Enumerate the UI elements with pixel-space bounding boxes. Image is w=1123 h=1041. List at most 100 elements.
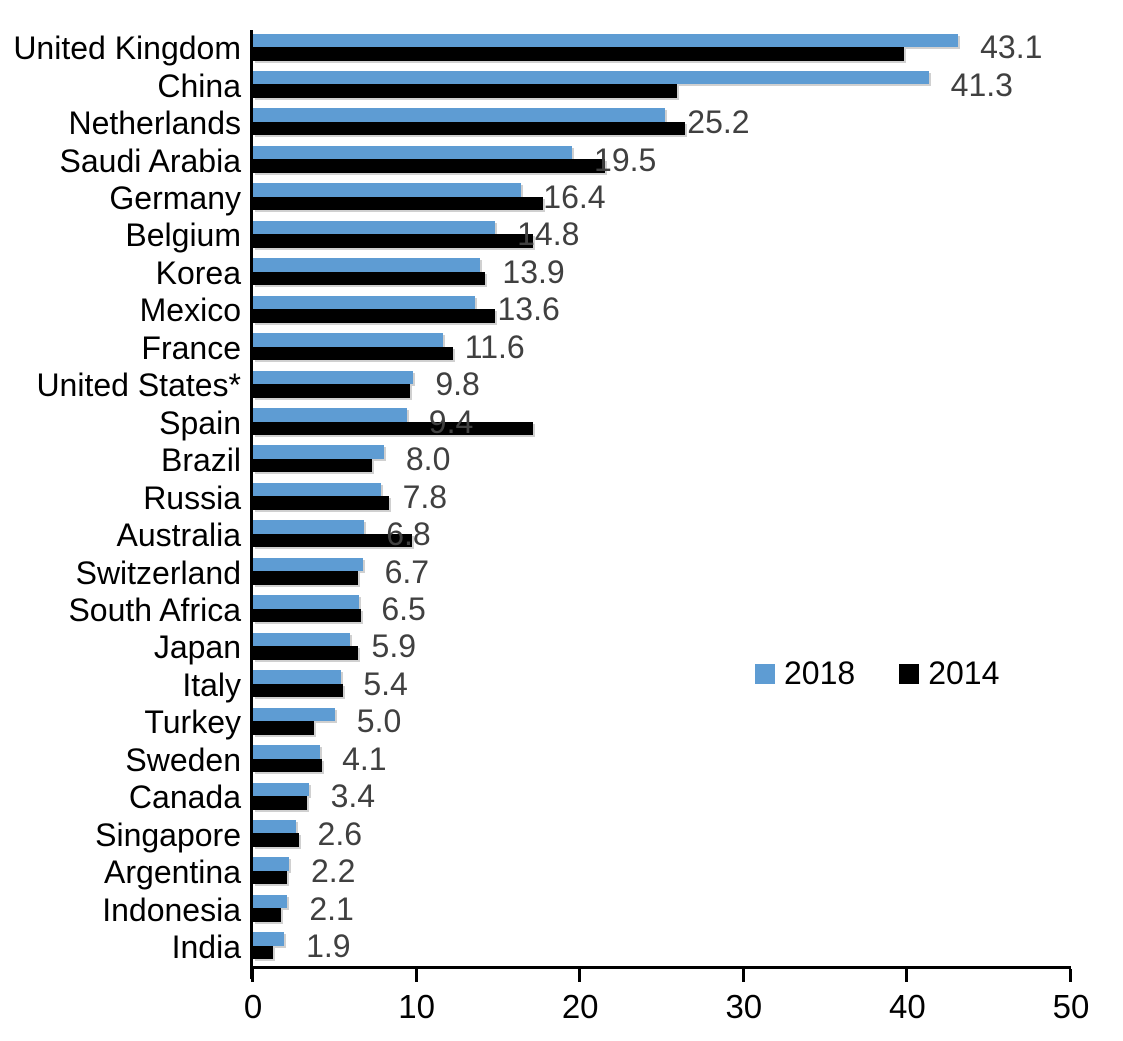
bar-2018	[253, 70, 929, 85]
legend-item-2018: 2018	[755, 655, 855, 692]
category-label: Switzerland	[75, 554, 241, 591]
bar-2018	[253, 183, 522, 197]
x-axis-tick-label: 0	[243, 988, 263, 1025]
category-label: Germany	[109, 180, 241, 217]
x-axis-tick-label: 20	[561, 988, 599, 1025]
value-label: 3.4	[330, 778, 376, 815]
bar-2014	[253, 908, 281, 922]
value-label: 11.6	[464, 328, 525, 365]
category-label: Turkey	[144, 704, 241, 741]
legend-label: 2018	[784, 655, 856, 691]
x-axis-tick	[905, 969, 909, 982]
bar-2018	[253, 370, 414, 385]
bar-2018	[253, 482, 381, 497]
bar-2018	[253, 108, 666, 122]
x-axis-tick-label: 30	[725, 988, 763, 1025]
bar-2014	[253, 309, 496, 323]
bar-2018	[253, 145, 573, 160]
x-axis-tick	[578, 969, 582, 982]
bar-2014	[253, 84, 677, 98]
category-label: South Africa	[68, 591, 241, 628]
value-label: 8.0	[405, 441, 451, 478]
bar-2014	[253, 234, 533, 248]
category-label: Argentina	[104, 854, 241, 891]
category-label: Canada	[128, 779, 241, 816]
bar-2018	[253, 295, 476, 310]
bar-2014	[253, 533, 412, 548]
bar-2014	[253, 796, 307, 810]
x-axis-tick	[251, 969, 254, 982]
category-label: Belgium	[125, 217, 241, 254]
bar-2014	[253, 833, 299, 847]
bar-2018	[253, 258, 481, 272]
category-label: Spain	[159, 404, 241, 441]
bar-2018	[253, 745, 321, 759]
value-label: 25.2	[687, 104, 750, 141]
category-label: Singapore	[95, 816, 241, 853]
x-axis-tick	[414, 969, 418, 982]
value-label: 14.8	[517, 216, 580, 253]
bar-2014	[253, 271, 486, 286]
bar-2014	[253, 121, 685, 136]
value-label: 5.9	[371, 628, 416, 665]
bar-2018	[253, 932, 285, 946]
bar-2014	[253, 384, 411, 398]
category-label: Australia	[116, 517, 242, 554]
value-label: 6.8	[386, 516, 431, 553]
bar-2014	[253, 159, 605, 173]
legend-label: 2014	[928, 655, 1000, 691]
bar-2018	[253, 333, 443, 347]
category-label: Netherlands	[68, 105, 241, 142]
bar-2018	[253, 557, 363, 572]
category-label: India	[171, 929, 241, 966]
category-label: Brazil	[160, 442, 241, 479]
bar-2014	[253, 683, 343, 698]
value-label: 7.8	[402, 478, 448, 515]
category-label: Saudi Arabia	[59, 142, 241, 179]
value-label: 16.4	[543, 179, 606, 216]
x-axis-tick-label: 50	[1052, 988, 1090, 1025]
bar-2018	[253, 408, 407, 422]
bar-2018	[253, 670, 342, 684]
value-label: 5.0	[356, 703, 402, 740]
value-label: 13.9	[502, 253, 565, 290]
x-axis-tick	[1069, 969, 1072, 982]
value-label: 1.9	[306, 928, 351, 965]
category-label: Sweden	[125, 741, 241, 778]
bar-2018	[253, 857, 289, 871]
category-label: China	[157, 67, 241, 104]
bar-2018	[253, 520, 365, 534]
category-label: France	[141, 329, 241, 366]
bar-2014	[253, 346, 453, 361]
value-label: 5.4	[363, 665, 408, 702]
value-label: 6.5	[381, 590, 426, 627]
value-label: 2.2	[310, 853, 356, 890]
bar-2014	[253, 608, 361, 623]
bar-2018	[253, 445, 384, 459]
category-label: Japan	[153, 629, 241, 666]
bar-2018	[253, 707, 335, 722]
value-label: 9.4	[428, 403, 474, 440]
y-axis-line	[250, 30, 253, 979]
bar-2014	[253, 758, 322, 773]
value-label: 19.5	[594, 141, 657, 178]
x-axis-tick-label: 40	[889, 988, 926, 1025]
legend-item-2014: 2014	[899, 655, 999, 692]
x-axis-tick	[741, 969, 745, 982]
x-axis-tick-label: 10	[398, 988, 435, 1025]
value-label: 43.1	[980, 29, 1043, 66]
category-label: United States*	[36, 367, 241, 404]
value-label: 2.6	[317, 815, 363, 852]
bar-2018	[253, 632, 350, 647]
bar-2018	[253, 595, 360, 609]
bar-2014	[253, 47, 905, 61]
bar-2014	[253, 196, 543, 211]
bar-2018	[253, 33, 959, 47]
category-label: United Kingdom	[13, 30, 241, 67]
bar-2018	[253, 220, 496, 235]
bar-2014	[253, 571, 358, 585]
value-label: 9.8	[435, 366, 480, 403]
x-axis-line	[250, 966, 1071, 969]
bar-2018	[253, 819, 296, 834]
